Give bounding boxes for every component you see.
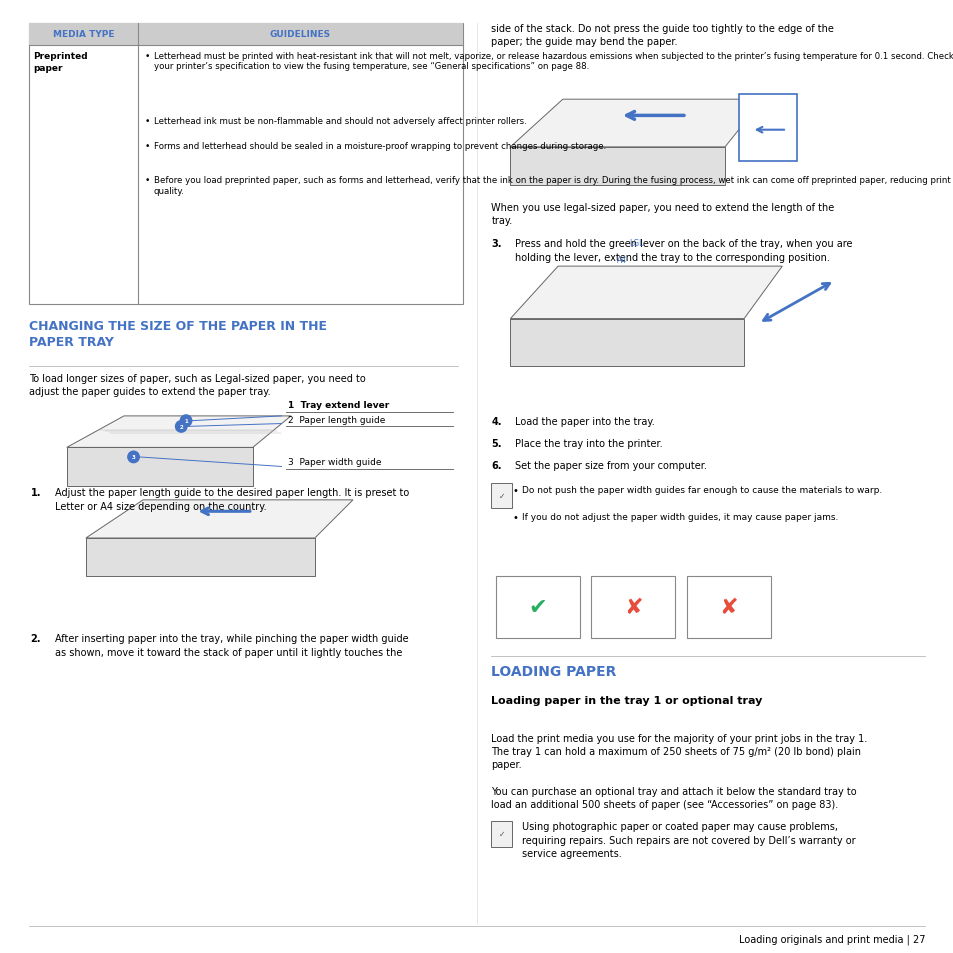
Polygon shape bbox=[510, 319, 743, 367]
Text: 2.: 2. bbox=[30, 634, 41, 643]
Circle shape bbox=[128, 452, 139, 463]
Polygon shape bbox=[86, 538, 314, 577]
Text: 2: 2 bbox=[179, 424, 183, 430]
Bar bbox=[496, 577, 579, 639]
Text: Press and hold the green lever on the back of the tray, when you are
holding the: Press and hold the green lever on the ba… bbox=[515, 239, 852, 262]
Text: •: • bbox=[145, 141, 151, 151]
Text: ✘: ✘ bbox=[623, 598, 642, 618]
Polygon shape bbox=[510, 100, 762, 148]
Polygon shape bbox=[67, 448, 253, 486]
Text: Load the print media you use for the majority of your print jobs in the tray 1.
: Load the print media you use for the maj… bbox=[491, 733, 866, 769]
Circle shape bbox=[180, 416, 192, 427]
Text: 1: 1 bbox=[184, 418, 188, 424]
Text: After inserting paper into the tray, while pinching the paper width guide
as sho: After inserting paper into the tray, whi… bbox=[55, 634, 409, 657]
Bar bbox=[491, 483, 512, 509]
Text: 1  Tray extend lever: 1 Tray extend lever bbox=[288, 401, 389, 410]
Text: •: • bbox=[512, 485, 517, 495]
Bar bbox=[29, 24, 462, 46]
Text: •: • bbox=[145, 176, 151, 185]
Text: Letterhead ink must be non-flammable and should not adversely affect printer rol: Letterhead ink must be non-flammable and… bbox=[153, 117, 526, 126]
Polygon shape bbox=[510, 267, 781, 319]
Text: ✘: ✘ bbox=[719, 598, 738, 618]
Text: GUIDELINES: GUIDELINES bbox=[270, 30, 331, 39]
Text: 1.: 1. bbox=[30, 488, 41, 497]
Text: Letterhead must be printed with heat-resistant ink that will not melt, vaporize,: Letterhead must be printed with heat-res… bbox=[153, 51, 952, 71]
Text: 6.: 6. bbox=[491, 460, 501, 470]
Text: 4.: 4. bbox=[491, 416, 501, 426]
Bar bbox=[686, 577, 770, 639]
Text: 3  Paper width guide: 3 Paper width guide bbox=[288, 458, 381, 467]
Text: 3: 3 bbox=[132, 455, 135, 460]
Text: MEDIA TYPE: MEDIA TYPE bbox=[52, 30, 114, 39]
Text: side of the stack. Do not press the guide too tightly to the edge of the
paper; : side of the stack. Do not press the guid… bbox=[491, 24, 833, 47]
Text: Do not push the paper width guides far enough to cause the materials to warp.: Do not push the paper width guides far e… bbox=[521, 485, 882, 494]
Text: ✓: ✓ bbox=[498, 829, 504, 839]
Polygon shape bbox=[67, 416, 291, 448]
Polygon shape bbox=[86, 500, 353, 538]
Text: To load longer sizes of paper, such as Legal-sized paper, you need to
adjust the: To load longer sizes of paper, such as L… bbox=[29, 374, 365, 396]
Text: •: • bbox=[145, 117, 151, 126]
Text: Adjust the paper length guide to the desired paper length. It is preset to
Lette: Adjust the paper length guide to the des… bbox=[55, 488, 409, 511]
Text: When you use legal-sized paper, you need to extend the length of the
tray.: When you use legal-sized paper, you need… bbox=[491, 203, 834, 226]
Text: Preprinted
paper: Preprinted paper bbox=[33, 52, 88, 73]
Text: Load the paper into the tray.: Load the paper into the tray. bbox=[515, 416, 654, 426]
Circle shape bbox=[175, 421, 187, 433]
Text: You can purchase an optional tray and attach it below the standard tray to
load : You can purchase an optional tray and at… bbox=[491, 786, 856, 809]
Text: 2  Paper length guide: 2 Paper length guide bbox=[288, 416, 385, 424]
Text: CHANGING THE SIZE OF THE PAPER IN THE
PAPER TRAY: CHANGING THE SIZE OF THE PAPER IN THE PA… bbox=[29, 319, 326, 348]
Text: Before you load preprinted paper, such as forms and letterhead, verify that the : Before you load preprinted paper, such a… bbox=[153, 176, 949, 195]
Text: Loading paper in the tray 1 or optional tray: Loading paper in the tray 1 or optional … bbox=[491, 696, 761, 705]
Bar bbox=[739, 95, 796, 162]
Text: LOADING PAPER: LOADING PAPER bbox=[491, 664, 616, 679]
Polygon shape bbox=[510, 148, 724, 186]
Text: •: • bbox=[145, 51, 151, 60]
Text: ✓: ✓ bbox=[498, 491, 504, 500]
Text: LGL: LGL bbox=[629, 238, 643, 247]
Text: If you do not adjust the paper width guides, it may cause paper jams.: If you do not adjust the paper width gui… bbox=[521, 513, 838, 521]
Text: A4: A4 bbox=[617, 255, 627, 264]
Bar bbox=[591, 577, 675, 639]
Bar bbox=[29, 24, 462, 305]
Bar bbox=[491, 821, 512, 847]
Text: Using photographic paper or coated paper may cause problems,
requiring repairs. : Using photographic paper or coated paper… bbox=[521, 821, 855, 858]
Text: Place the tray into the printer.: Place the tray into the printer. bbox=[515, 438, 662, 448]
Text: Forms and letterhead should be sealed in a moisture-proof wrapping to prevent ch: Forms and letterhead should be sealed in… bbox=[153, 141, 605, 151]
Text: ✔: ✔ bbox=[528, 598, 547, 618]
Text: 3.: 3. bbox=[491, 239, 501, 249]
Text: •: • bbox=[512, 513, 517, 522]
Text: Set the paper size from your computer.: Set the paper size from your computer. bbox=[515, 460, 706, 470]
Text: 5.: 5. bbox=[491, 438, 501, 448]
Text: Loading originals and print media | 27: Loading originals and print media | 27 bbox=[739, 934, 924, 944]
